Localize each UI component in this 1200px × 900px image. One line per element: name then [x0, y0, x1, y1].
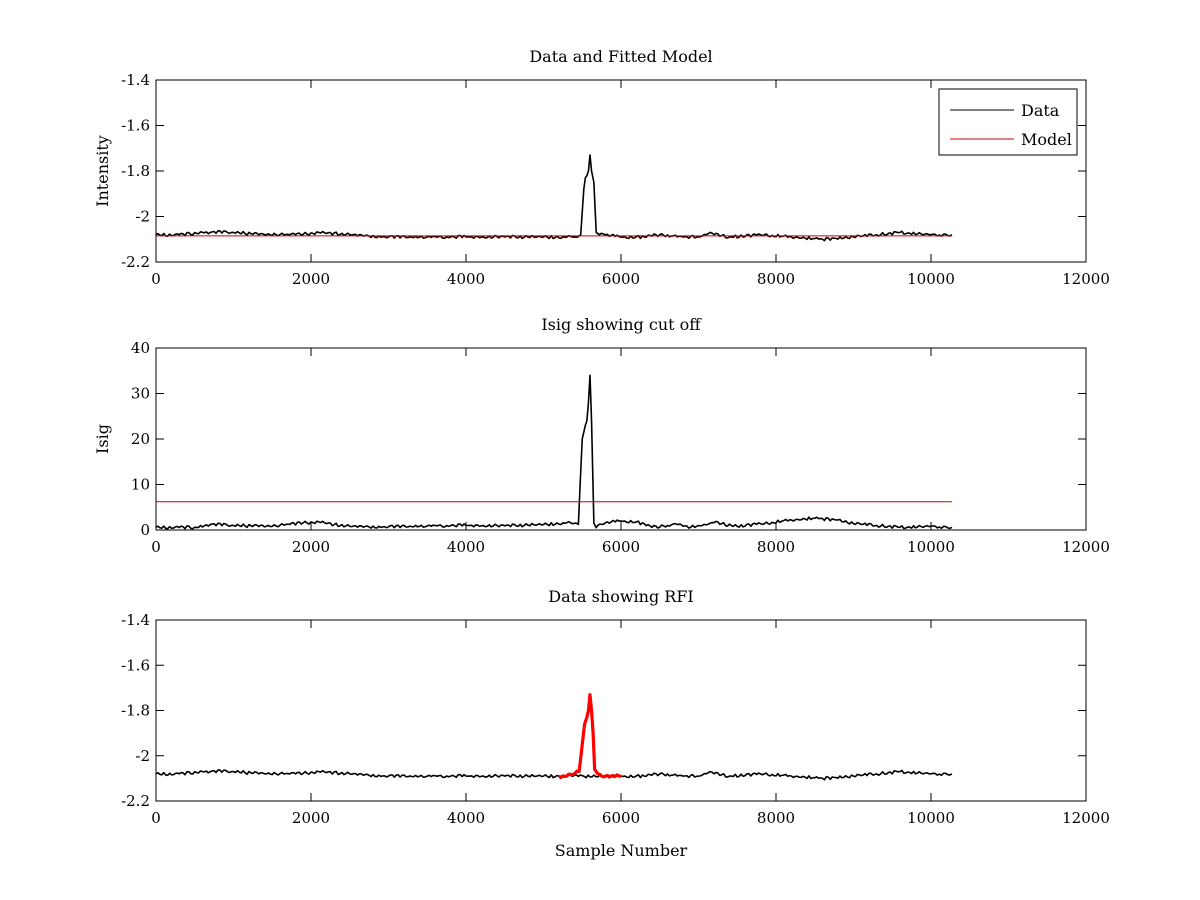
x-tick-label: 6000 [602, 270, 640, 288]
y-tick-label: -2 [135, 747, 150, 765]
y-tick-label: -1.8 [121, 702, 150, 720]
chart-panel-2: 0 2000 4000 6000 8000 10000 12000 0 10 20 30 40 Isig… [93, 315, 1110, 556]
x-tick-label: 4000 [447, 809, 485, 827]
x-tick-label: 0 [151, 270, 161, 288]
x-tick-label: 0 [151, 809, 161, 827]
y-tick-label: -1.8 [121, 162, 150, 180]
series-line-2 [558, 693, 622, 780]
y-tick-label: -2 [135, 208, 150, 226]
x-tick-label: 0 [151, 538, 161, 556]
legend: Data Model [938, 88, 1078, 156]
x-tick-label: 2000 [292, 270, 330, 288]
chart-panel-3: 0 2000 4000 6000 8000 10000 12000 -1.4 -1.6 -1.8 -… [121, 587, 1110, 860]
y-tick-label: -1.4 [121, 71, 150, 89]
chart-title: Data showing RFI [548, 587, 693, 606]
plot-area [155, 347, 1087, 531]
y-tick-label: -2.2 [121, 253, 150, 271]
chart-panels: 0 2000 4000 6000 8000 10000 12000-1.4-1.6-1.8-… [93, 47, 1110, 860]
x-tick-label: 12000 [1062, 538, 1110, 556]
plot-area [155, 619, 1087, 802]
legend-box [938, 88, 1078, 156]
y-tick-label: 20 [131, 430, 150, 448]
y-tick-label: -1.6 [121, 117, 150, 135]
x-tick-label: 10000 [907, 270, 955, 288]
y-tick-label: 30 [131, 385, 150, 403]
legend-label: Data [1021, 101, 1060, 120]
chart-title: Data and Fitted Model [529, 47, 712, 66]
x-tick-label: 2000 [292, 538, 330, 556]
plot-area [155, 79, 1087, 263]
x-tick-label: 10000 [907, 809, 955, 827]
legend-label: Model [1021, 130, 1072, 149]
x-tick-label: 12000 [1062, 270, 1110, 288]
x-tick-label: 8000 [757, 538, 795, 556]
y-tick-label: 10 [131, 476, 150, 494]
y-tick-label: 40 [131, 339, 150, 357]
series-line-1 [155, 374, 953, 530]
x-tick-label: 2000 [292, 809, 330, 827]
x-tick-label: 12000 [1062, 809, 1110, 827]
y-tick-label: -1.6 [121, 656, 150, 674]
x-tick-label: 8000 [757, 809, 795, 827]
series-line-data [155, 154, 953, 242]
x-tick-label: 4000 [447, 270, 485, 288]
x-axis-label: Sample Number [555, 841, 688, 860]
y-tick-label: -2.2 [121, 792, 150, 810]
x-tick-label: 4000 [447, 538, 485, 556]
x-tick-label: 6000 [602, 809, 640, 827]
y-tick-label: 0 [140, 521, 150, 539]
y-axis-label: Intensity [93, 135, 112, 207]
y-tick-label: -1.4 [121, 611, 150, 629]
chart-title: Isig showing cut off [541, 315, 702, 334]
x-tick-label: 10000 [907, 538, 955, 556]
chart-panel-1: 0 2000 4000 6000 8000 10000 12000 -1.4 -1.6 -1.8 -… [93, 47, 1110, 288]
series-line-1 [155, 769, 953, 781]
x-tick-label: 8000 [757, 270, 795, 288]
x-tick-label: 6000 [602, 538, 640, 556]
y-axis-label: Isig [93, 424, 112, 454]
